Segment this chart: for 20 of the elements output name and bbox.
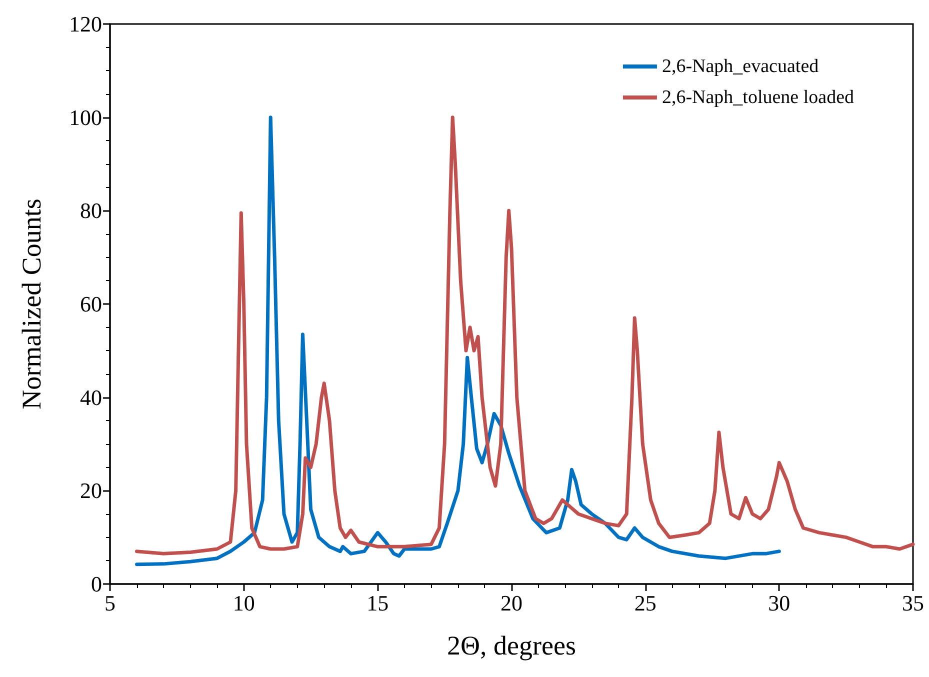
y-tick-label: 100: [69, 104, 102, 130]
y-tick-label: 0: [91, 572, 102, 596]
x-tick-label: 25: [634, 590, 656, 616]
x-tick-label: 30: [768, 590, 790, 616]
x-tick-label: 20: [500, 590, 522, 616]
line-series: [135, 116, 915, 556]
y-tick-label: 40: [80, 384, 102, 410]
x-tick-label: 5: [104, 590, 116, 616]
legend-label: 2,6-Naph_toluene loaded: [662, 87, 854, 108]
x-tick-label: 10: [232, 590, 255, 616]
y-tick-label: 120: [69, 12, 102, 36]
x-axis-title: 2Θ, degrees: [447, 630, 576, 660]
legend-label: 2,6-Naph_evacuated: [662, 56, 820, 77]
x-tick-label: 15: [366, 590, 389, 616]
y-tick-label: 60: [80, 292, 102, 316]
y-tick-label: 80: [80, 198, 102, 224]
y-tick-label: 20: [80, 478, 102, 504]
x-tick-label: 35: [902, 590, 924, 616]
y-axis-title: Normalized Counts: [16, 198, 46, 410]
line-series: [135, 116, 781, 566]
